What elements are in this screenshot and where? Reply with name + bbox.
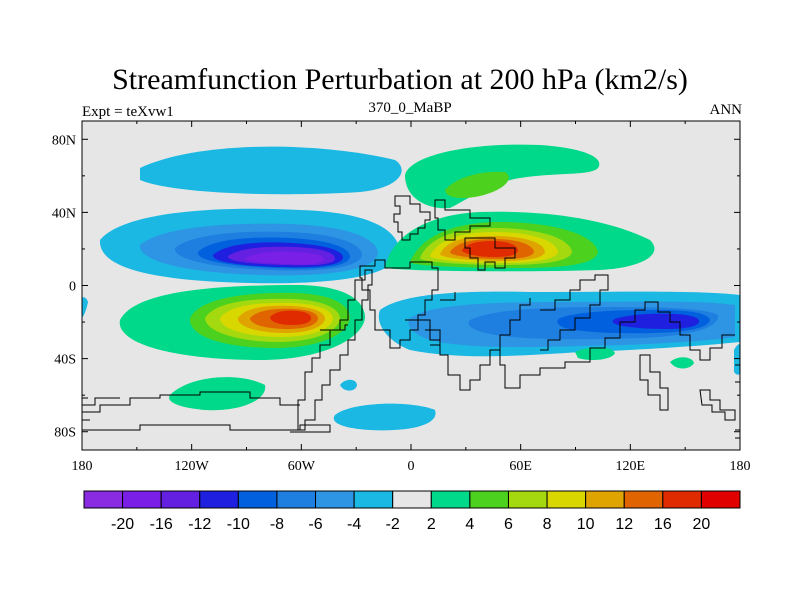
season-label: ANN	[709, 102, 743, 118]
x-axis: 180 120W 60W 0 60E 120E 180	[72, 121, 751, 474]
negative-blob-east-edge	[734, 344, 740, 375]
colorbar-swatch	[122, 490, 162, 509]
colorbar-label: -4	[347, 516, 361, 533]
chart-title: Streamfunction Perturbation at 200 hPa (…	[112, 63, 688, 96]
colorbar-swatch	[469, 490, 509, 509]
colorbar-swatch	[546, 490, 587, 509]
negative-blob-antarctic	[333, 403, 436, 431]
colorbar-label: -20	[111, 516, 134, 533]
colorbar-swatch	[430, 490, 471, 509]
x-tick-label: 120W	[175, 459, 210, 474]
positive-blob-east-south	[575, 347, 615, 361]
coastlines	[82, 195, 740, 439]
contour-fields	[82, 144, 740, 439]
y-tick-label: 40S	[54, 353, 76, 368]
colorbar-swatch	[83, 490, 124, 509]
x-tick-label: 0	[408, 459, 415, 474]
colorbar-swatch	[315, 490, 355, 509]
colorbar-swatch	[199, 490, 239, 509]
colorbar-swatch	[276, 490, 317, 509]
x-tick-label: 60W	[288, 459, 316, 474]
positive-feature-east-north	[385, 211, 655, 272]
experiment-label: Expt = teXvw1	[82, 104, 174, 120]
negative-band-north	[140, 146, 402, 195]
colorbar: -20 -16 -12 -10 -8 -6 -4 -2 2 4 6 8 10 12 16 20	[83, 490, 741, 533]
colorbar-swatch	[237, 490, 278, 509]
colorbar-label: -16	[150, 516, 173, 533]
positive-blob-west-south	[169, 377, 266, 411]
colorbar-swatch	[507, 490, 548, 509]
colorbar-swatch	[585, 490, 625, 509]
colorbar-swatch	[662, 490, 702, 509]
y-tick-label: 40N	[52, 206, 76, 221]
colorbar-label: 16	[654, 516, 672, 533]
negative-blob-small	[340, 379, 357, 391]
colorbar-label: 4	[465, 516, 474, 533]
x-tick-label: 60E	[509, 459, 532, 474]
colorbar-label: 20	[693, 516, 711, 533]
x-tick-label: 120E	[616, 459, 646, 474]
colorbar-label: -8	[270, 516, 284, 533]
y-axis: 80N 40N 0 40S 80S	[52, 133, 740, 441]
colorbar-label: -12	[188, 516, 211, 533]
colorbar-swatch	[353, 490, 394, 509]
positive-band-north-east	[405, 144, 600, 209]
negative-feature-east-south	[378, 291, 740, 357]
positive-blob-east-south-2	[670, 357, 694, 369]
colorbar-label: -10	[227, 516, 250, 533]
colorbar-label: 6	[504, 516, 513, 533]
colorbar-label: 2	[427, 516, 436, 533]
colorbar-label: 8	[543, 516, 552, 533]
colorbar-swatch	[700, 490, 741, 509]
colorbar-swatch	[623, 490, 664, 509]
negative-feature-west-north	[99, 208, 400, 284]
x-tick-label: 180	[72, 459, 93, 474]
y-tick-label: 80S	[54, 426, 76, 441]
colorbar-swatch	[392, 490, 432, 509]
x-tick-label: 180	[730, 459, 751, 474]
negative-blob-west-edge	[82, 297, 88, 318]
y-tick-label: 0	[69, 280, 76, 295]
colorbar-label: 10	[577, 516, 595, 533]
time-label: 370_0_MaBP	[368, 100, 452, 116]
y-tick-label: 80N	[52, 133, 76, 148]
positive-feature-west-south	[119, 285, 365, 360]
colorbar-label: -6	[308, 516, 322, 533]
colorbar-label: -2	[386, 516, 400, 533]
colorbar-swatch	[160, 490, 201, 509]
colorbar-label: 12	[615, 516, 633, 533]
